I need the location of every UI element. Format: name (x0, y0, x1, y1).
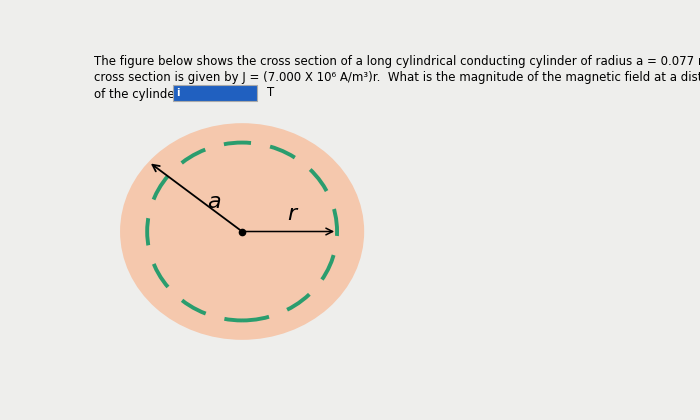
Text: of the cylinder?: of the cylinder? (94, 88, 186, 101)
Bar (173, 85, 258, 100)
Text: The figure below shows the cross section of a long cylindrical conducting cylind: The figure below shows the cross section… (94, 55, 700, 68)
Ellipse shape (120, 123, 364, 340)
Text: T: T (267, 86, 274, 99)
Text: r: r (287, 204, 296, 224)
Text: i: i (176, 88, 179, 98)
Text: a: a (206, 192, 220, 212)
Text: cross section is given by J = (7.000 X 10⁶ A/m³)r.  What is the magnitude of the: cross section is given by J = (7.000 X 1… (94, 71, 700, 84)
